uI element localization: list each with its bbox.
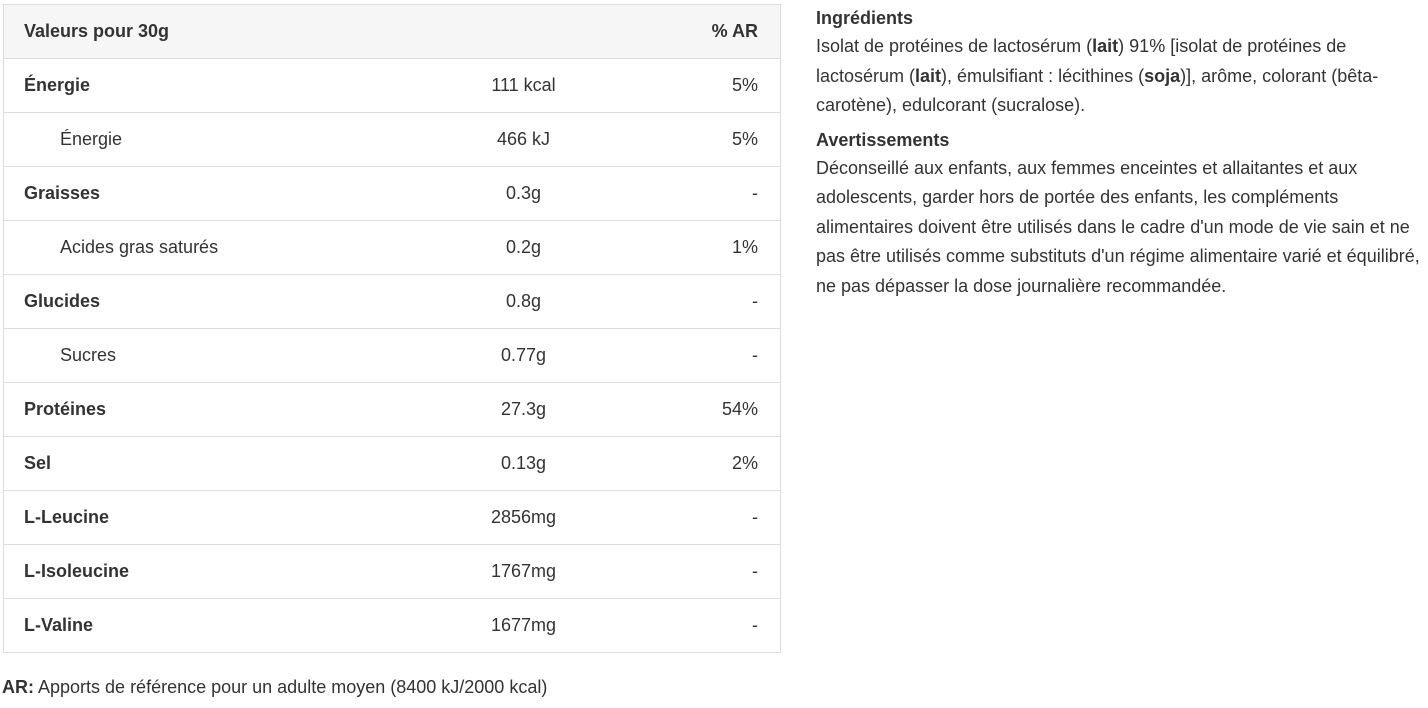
nutrient-amount: 0.8g	[413, 274, 634, 329]
header-row: Valeurs pour 30g % AR	[3, 4, 781, 59]
nutrient-name: L-Isoleucine	[3, 544, 414, 599]
nutrient-amount: 0.13g	[413, 436, 634, 491]
nutrient-amount: 0.3g	[413, 166, 634, 221]
nutrient-name: L-Leucine	[3, 490, 414, 545]
nutrient-amount: 1767mg	[413, 544, 634, 599]
nutrition-table-body: Énergie 111 kcal 5% Énergie 466 kJ 5% Graisses…	[3, 58, 781, 653]
nutrition-row: L-Isoleucine 1767mg -	[3, 544, 781, 599]
nutrition-row: Glucides 0.8g -	[3, 274, 781, 329]
product-info: Ingrédients Isolat de protéines de lacto…	[816, 6, 1422, 301]
ingredient-text: ) 91% [isolat de protéines de lactosérum…	[816, 36, 1347, 86]
nutrient-amount: 2856mg	[413, 490, 634, 545]
nutrient-name: Énergie	[3, 112, 414, 167]
nutrient-amount: 466 kJ	[413, 112, 634, 167]
footnote-label: AR:	[2, 677, 34, 697]
nutrient-amount: 27.3g	[413, 382, 634, 437]
nutrition-row: Acides gras saturés 0.2g 1%	[3, 220, 781, 275]
allergen-text: lait	[1092, 36, 1119, 56]
reference-footnote: AR: Apports de référence pour un adulte …	[2, 677, 547, 698]
ingredients-text: Isolat de protéines de lactosérum (lait)…	[816, 32, 1422, 121]
nutrient-ar: 2%	[633, 436, 781, 491]
nutrient-ar: 5%	[633, 112, 781, 167]
nutrition-row: Protéines 27.3g 54%	[3, 382, 781, 437]
nutrition-row: Sel 0.13g 2%	[3, 436, 781, 491]
nutrient-ar: -	[633, 490, 781, 545]
nutrient-name: Protéines	[3, 382, 414, 437]
nutrition-row: L-Leucine 2856mg -	[3, 490, 781, 545]
ingredient-text: ), émulsifiant : lécithines (	[941, 65, 1145, 86]
allergen-text: soja	[1144, 65, 1181, 86]
nutrient-ar: 54%	[633, 382, 781, 437]
nutrient-name: Énergie	[3, 58, 414, 113]
header-ar: % AR	[633, 4, 781, 59]
nutrient-name: Sucres	[3, 328, 414, 383]
nutrient-name: Glucides	[3, 274, 414, 329]
header-name: Valeurs pour 30g	[3, 4, 414, 59]
warnings-text: Déconseillé aux enfants, aux femmes ence…	[816, 157, 1420, 296]
nutrient-name: Acides gras saturés	[3, 220, 414, 275]
nutrient-ar: 1%	[633, 220, 781, 275]
nutrient-amount: 0.2g	[413, 220, 634, 275]
ingredients-section: Ingrédients Isolat de protéines de lacto…	[816, 6, 1422, 121]
nutrition-table-header: Valeurs pour 30g % AR	[3, 4, 781, 59]
warnings-section: Avertissements Déconseillé aux enfants, …	[816, 128, 1422, 302]
ingredients-title: Ingrédients	[816, 8, 914, 28]
nutrient-amount: 1677mg	[413, 598, 634, 653]
allergen-text: lait	[915, 65, 942, 86]
nutrition-row: Sucres 0.77g -	[3, 328, 781, 383]
nutrient-name: Graisses	[3, 166, 414, 221]
nutrient-ar: -	[633, 166, 781, 221]
nutrition-row: Graisses 0.3g -	[3, 166, 781, 221]
nutrition-row: L-Valine 1677mg -	[3, 598, 781, 653]
nutrient-ar: 5%	[633, 58, 781, 113]
nutrient-ar: -	[633, 598, 781, 653]
nutrient-ar: -	[633, 328, 781, 383]
nutrition-row: Énergie 111 kcal 5%	[3, 58, 781, 113]
ingredient-text: )], arôme, colorant (bêta-carotène), edu…	[816, 65, 1379, 116]
nutrition-table: Valeurs pour 30g % AR Énergie 111 kcal 5% É…	[3, 4, 781, 653]
nutrition-row: Énergie 466 kJ 5%	[3, 112, 781, 167]
nutrient-ar: -	[633, 544, 781, 599]
header-amount	[413, 4, 634, 59]
nutrient-name: L-Valine	[3, 598, 414, 653]
ingredient-text: Isolat de protéines de lactosérum (	[816, 36, 1093, 56]
footnote-text: Apports de référence pour un adulte moye…	[34, 677, 548, 697]
nutrient-amount: 0.77g	[413, 328, 634, 383]
warnings-title: Avertissements	[816, 129, 950, 150]
nutrient-ar: -	[633, 274, 781, 329]
nutrient-name: Sel	[3, 436, 414, 491]
nutrient-amount: 111 kcal	[413, 58, 634, 113]
